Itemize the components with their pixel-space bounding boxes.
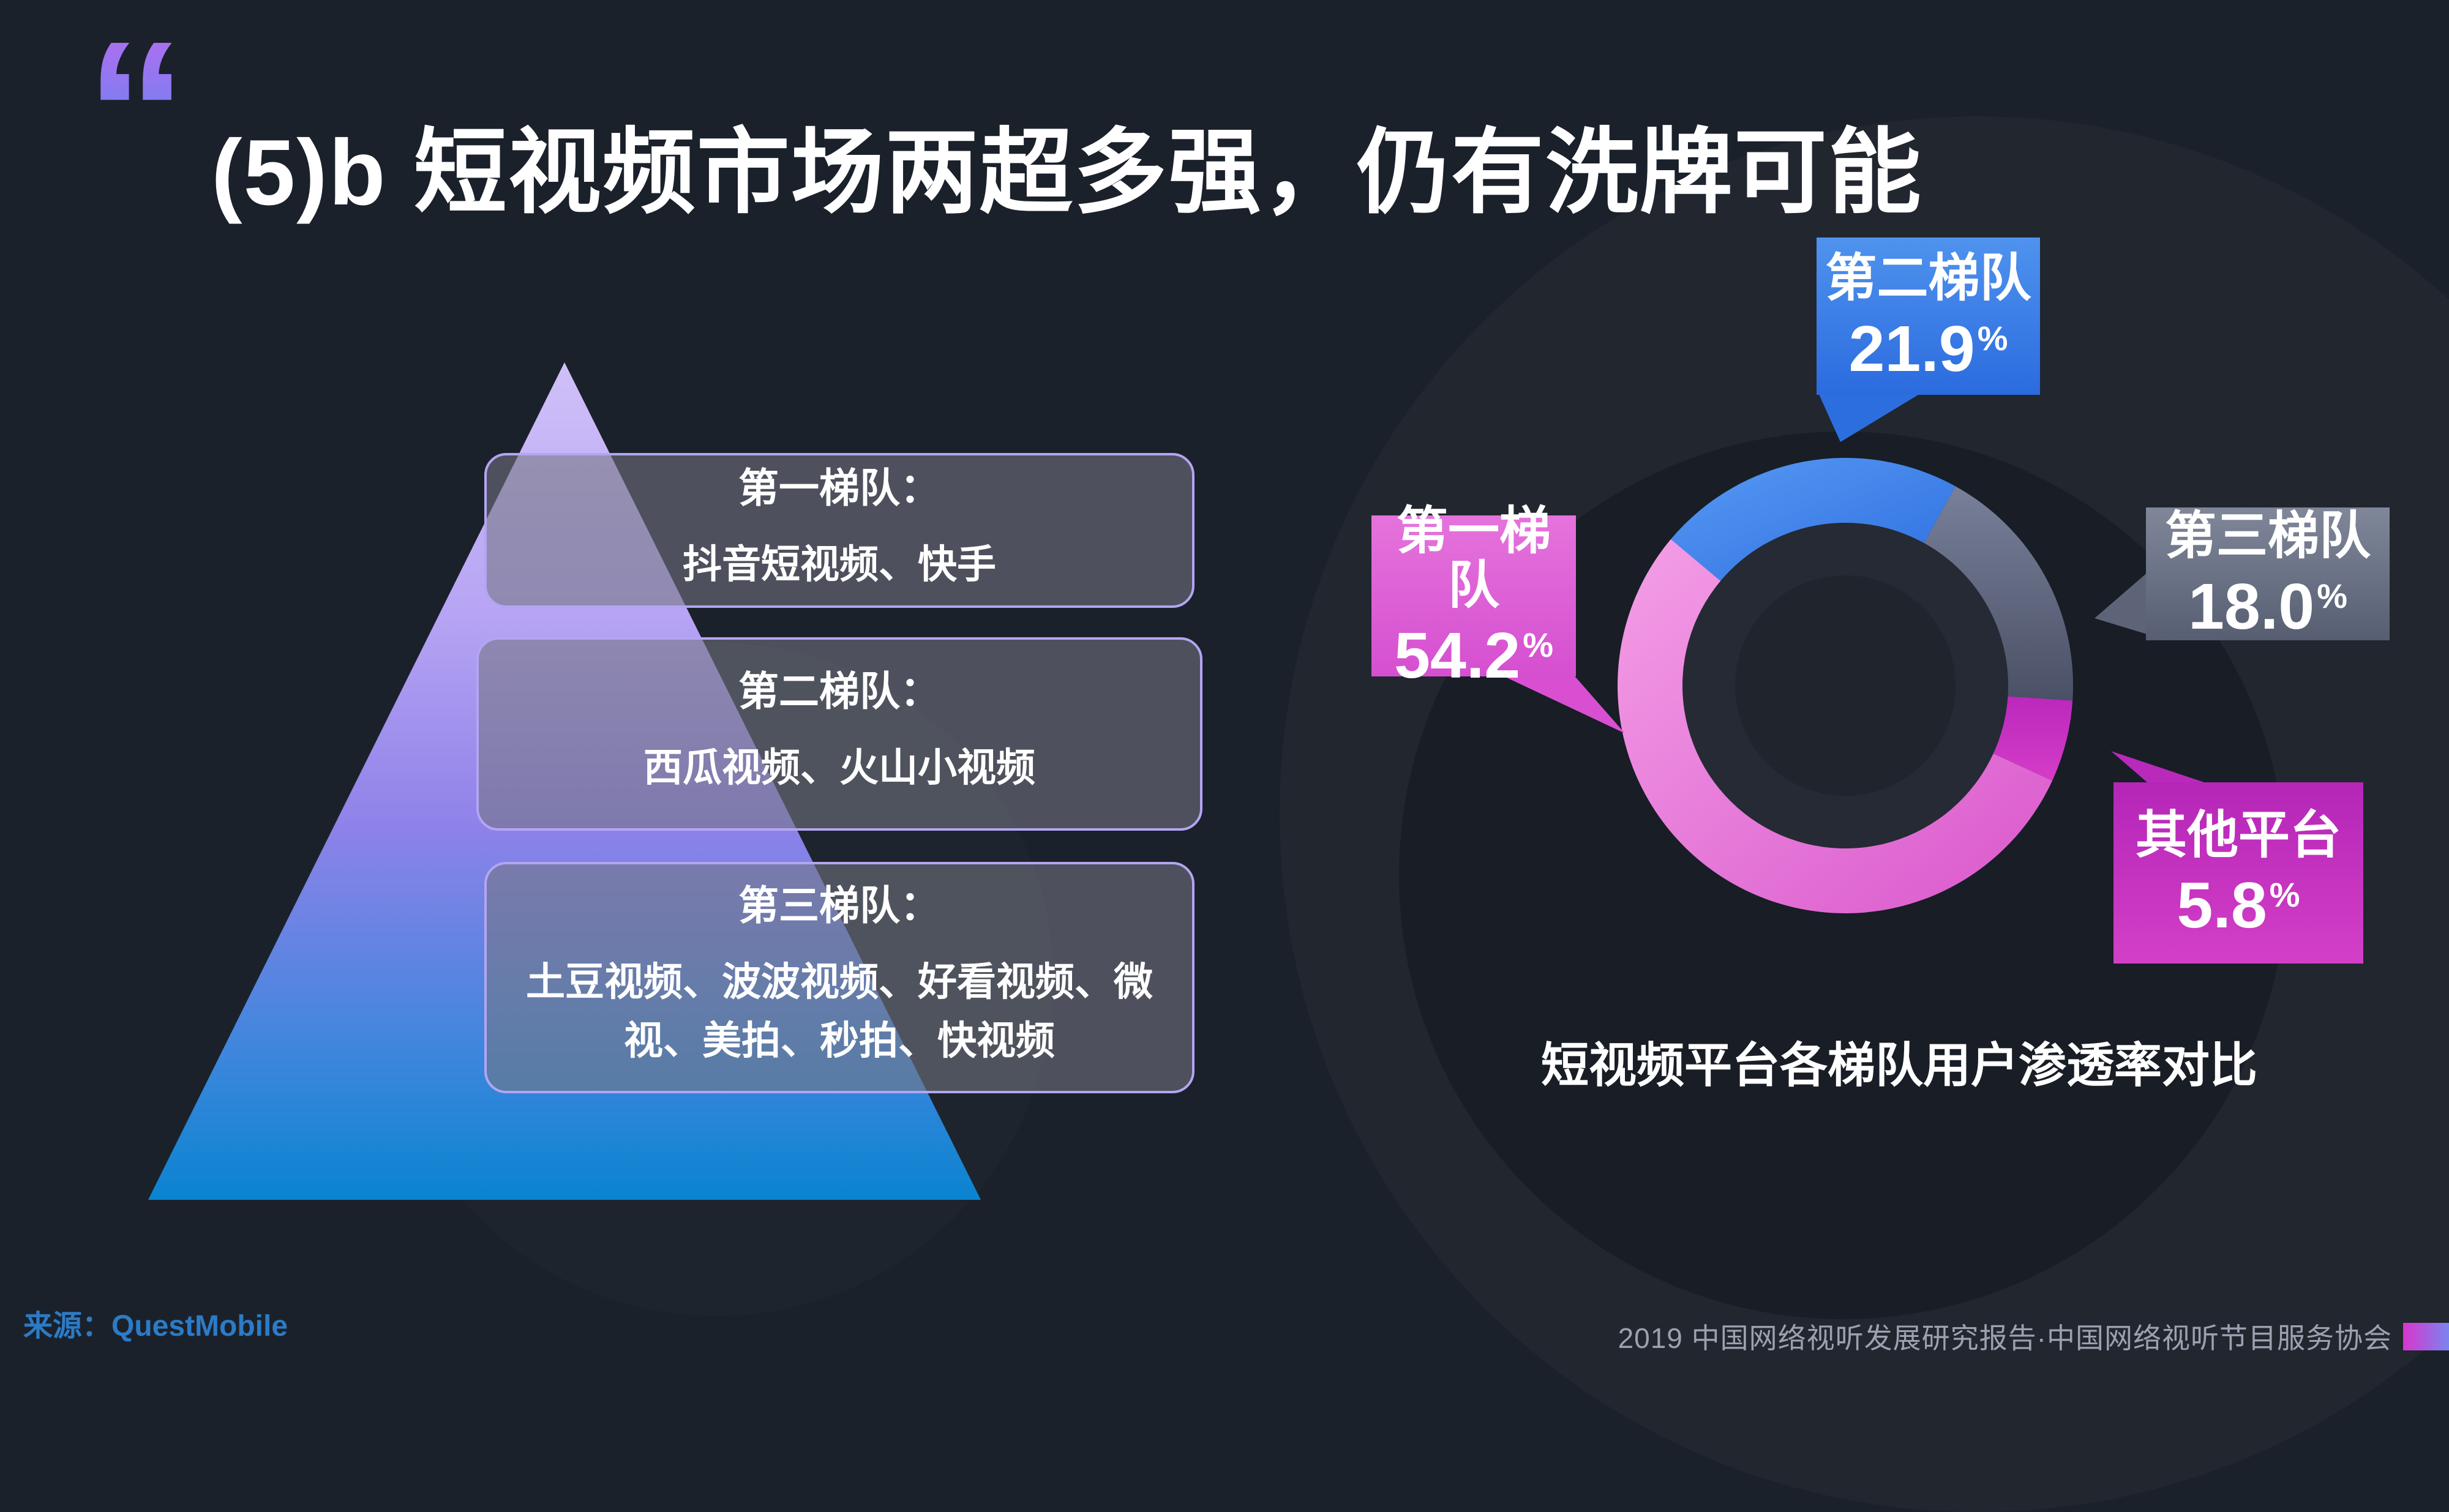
tier-1-platforms: 抖音短视频、快手 — [683, 542, 996, 586]
page-title: (5)b 短视频市场两超多强，仍有洗牌可能 — [211, 121, 1922, 225]
tier-3-platforms: 土豆视频、波波视频、好看视频、微视、美拍、秒拍、快视频 — [526, 960, 1153, 1063]
callout-tier3-label: 第三梯队 — [2164, 507, 2371, 565]
donut-chart — [1618, 458, 2074, 913]
callout-tier3-number: 18.0 — [2188, 570, 2315, 643]
footer-accent-square — [2403, 1322, 2449, 1350]
tier-box-2: 第二梯队： 西瓜视频、火山小视频 — [476, 637, 1202, 831]
callout-other: 其他平台 5.8% — [2113, 782, 2363, 964]
tier-3-title: 第三梯队： — [738, 883, 940, 928]
source-value: QuestMobile — [111, 1310, 288, 1342]
callout-tier2-value: 21.9% — [1848, 316, 2008, 381]
callout-tier1-label: 第一梯队 — [1396, 502, 1551, 614]
slide: { "header": { "quote_mark": "“", "title"… — [23, 0, 2449, 1357]
callout-tier3: 第三梯队 18.0% — [2146, 507, 2390, 640]
footer: 2019 中国网络视听发展研究报告·中国网络视听节目服务协会 — [1618, 1316, 2449, 1357]
tier-2-title: 第二梯队： — [738, 668, 940, 714]
donut-segment-4 — [1618, 539, 2053, 913]
callout-tier1-value: 54.2% — [1394, 623, 1553, 688]
callout-tier1-unit: % — [1523, 625, 1554, 664]
callout-tier2-label: 第二梯队 — [1825, 249, 2031, 307]
source-label: 来源： — [23, 1310, 112, 1342]
donut-hole-center — [1735, 575, 1956, 796]
chart-caption: 短视频平台各梯队用户渗透率对比 — [1540, 1038, 2257, 1092]
footer-text: 2019 中国网络视听发展研究报告·中国网络视听节目服务协会 — [1618, 1322, 2392, 1354]
callout-other-unit: % — [2269, 875, 2300, 915]
callout-tier2-unit: % — [1977, 318, 2008, 357]
tier-box-1: 第一梯队： 抖音短视频、快手 — [484, 453, 1194, 608]
callout-other-value: 5.8% — [2177, 873, 2300, 938]
tier-box-3: 第三梯队： 土豆视频、波波视频、好看视频、微视、美拍、秒拍、快视频 — [484, 862, 1194, 1093]
tier-2-platforms: 西瓜视频、火山小视频 — [643, 746, 1035, 790]
callout-tier3-unit: % — [2317, 576, 2348, 615]
donut-segment-2 — [1924, 486, 2074, 701]
quote-icon: “ — [86, 0, 187, 225]
callout-other-number: 5.8 — [2177, 869, 2267, 942]
callout-tier2: 第二梯队 21.9% — [1817, 238, 2040, 395]
callout-other-label: 其他平台 — [2135, 806, 2341, 864]
callout-tier1-number: 54.2 — [1393, 619, 1521, 692]
callout-tier3-value: 18.0% — [2188, 574, 2347, 639]
tier-1-title: 第一梯队： — [738, 465, 940, 511]
callout-tier1: 第一梯队 54.2% — [1371, 504, 1576, 688]
source-line: 来源：QuestMobile — [23, 1301, 288, 1344]
donut-segment-1 — [1671, 458, 1956, 582]
donut-segment-3 — [1993, 696, 2073, 781]
callout-tier2-number: 21.9 — [1848, 312, 1975, 385]
